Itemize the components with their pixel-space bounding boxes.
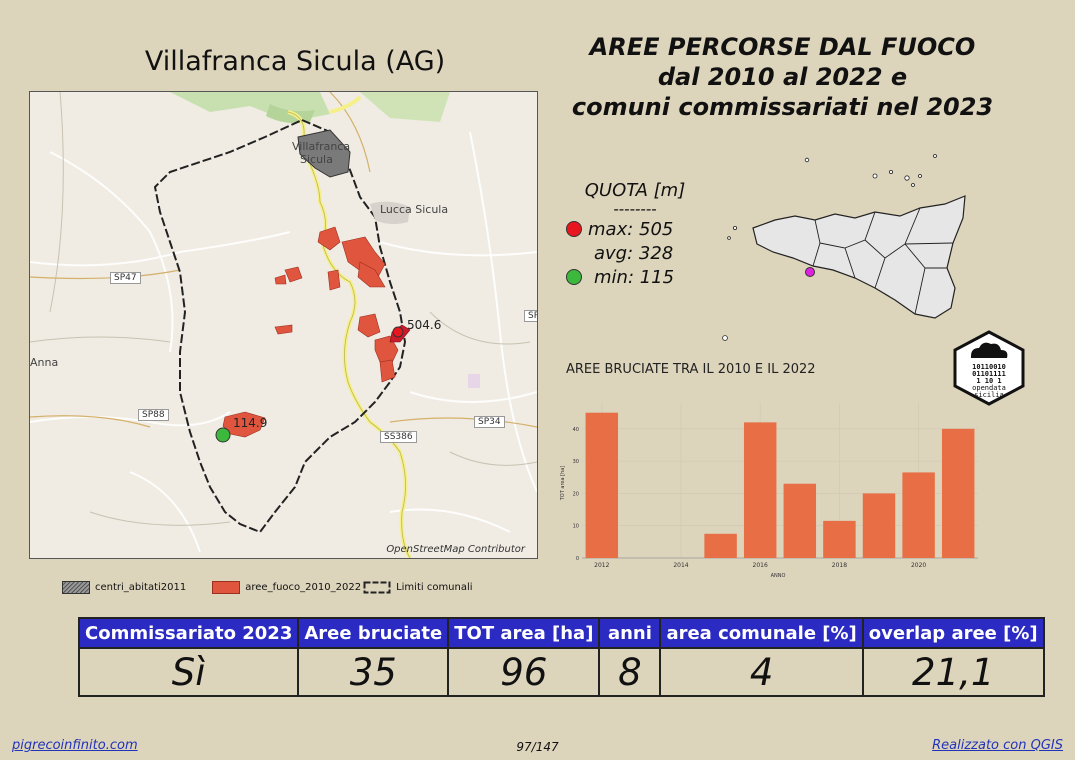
quota-title: QUOTA [m]	[584, 180, 686, 201]
chart-y-tick: 40	[573, 427, 579, 433]
legend-label-centri: centri_abitati2011	[95, 581, 187, 593]
chart-x-ticks: 2012 2014 2016 2018 2020	[594, 562, 926, 569]
chart-bar	[902, 472, 935, 558]
boundary-swatch-icon	[363, 581, 391, 593]
osm-credit: OpenStreetMap Contributor	[386, 544, 525, 555]
quota-min: min: 115	[594, 266, 675, 288]
map-legend: centri_abitati2011 aree_fuoco_2010_2022 …	[62, 578, 499, 596]
logo-line-4: opendata	[972, 384, 1006, 392]
chart-bar	[704, 533, 737, 558]
main-title: AREE PERCORSE DAL FUOCO dal 2010 al 2022…	[560, 32, 1005, 122]
road-tag-sp: SP	[524, 310, 537, 322]
town-label-lucca: Lucca Sicula	[380, 203, 449, 216]
town-label-villafranca: Villafranca Sicula	[292, 140, 351, 166]
logo-line-3: 1 10 1	[976, 377, 1001, 385]
stats-value-row: Sì 35 96 8 4 21,1	[77, 647, 1045, 697]
chart-y-ticks: 0 10 20 30 40	[573, 427, 579, 562]
quota-avg: avg: 328	[594, 242, 674, 264]
legend-label-limiti: Limiti comunali	[396, 581, 473, 593]
chart-y-tick: 20	[573, 491, 579, 497]
legend-item-limiti: Limiti comunali	[363, 581, 473, 594]
hatched-swatch-icon	[62, 580, 90, 594]
header-anni: anni	[598, 617, 662, 649]
min-elevation-label: 114.9	[233, 416, 268, 430]
stats-header-row: Commissariato 2023 Aree bruciate TOT are…	[77, 617, 1045, 649]
quota-min-row: min: 115	[566, 265, 696, 289]
quota-block: QUOTA [m] -------- max: 505 avg: 328 min…	[566, 180, 696, 289]
chart-x-tick: 2020	[911, 562, 926, 569]
chart-x-tick: 2016	[753, 562, 768, 569]
header-commissariato: Commissariato 2023	[77, 617, 300, 649]
chart-x-label: ANNO	[771, 573, 786, 579]
min-dot-icon	[566, 269, 582, 285]
legend-label-fuoco: aree_fuoco_2010_2022	[245, 581, 362, 593]
value-overlap: 21,1	[861, 647, 1045, 697]
road-tag-sp34: SP34	[474, 416, 505, 428]
page-number: 97/147	[516, 740, 559, 754]
road-tag-sp47: SP47	[110, 272, 141, 284]
value-anni: 8	[598, 647, 662, 697]
header-tot-area: TOT area [ha]	[447, 617, 601, 649]
chart-x-tick: 2012	[594, 562, 609, 569]
logo-line-5: sicilia	[974, 391, 1004, 399]
chart-x-tick: 2014	[673, 562, 688, 569]
legend-item-centri: centri_abitati2011	[62, 580, 187, 594]
header-area-comunale: area comunale [%]	[659, 617, 864, 649]
chart-y-label: TOT area [ha]	[560, 466, 566, 502]
max-elevation-label: 504.6	[407, 318, 442, 332]
burned-area-chart: 2012 2014 2016 2018 2020 0 10 20 30 40 ANNO TOT …	[560, 403, 978, 579]
main-title-line-2: dal 2010 al 2022 e	[657, 63, 908, 91]
logo-line-2: 01101111	[972, 370, 1006, 378]
chart-bar	[862, 493, 896, 558]
chart-x-tick: 2018	[832, 562, 847, 569]
chart-bar	[823, 520, 856, 558]
chart-bar	[941, 428, 975, 558]
sicily-overview-map	[722, 154, 966, 341]
opendata-sicilia-logo: 10110010 01101111 1 10 1 opendata sicili…	[953, 330, 1025, 406]
main-title-line-3: comuni commissariati nel 2023	[571, 93, 994, 121]
fire-swatch-icon	[212, 580, 241, 594]
quota-separator: --------	[613, 200, 657, 218]
footer-qgis-link[interactable]: Realizzato con QGIS	[932, 738, 1063, 753]
main-title-line-1: AREE PERCORSE DAL FUOCO	[589, 33, 976, 61]
header-overlap: overlap aree [%]	[861, 617, 1045, 649]
chart-bar	[783, 483, 817, 558]
chart-title: AREE BRUCIATE TRA IL 2010 E IL 2022	[566, 362, 816, 377]
legend-item-fuoco: aree_fuoco_2010_2022	[212, 580, 362, 594]
chart-bars	[585, 412, 975, 558]
value-area-comunale: 4	[659, 647, 864, 697]
value-tot-area: 96	[447, 647, 601, 697]
footer-site-link[interactable]: pigrecoinfinito.com	[12, 738, 138, 753]
chart-y-tick: 0	[576, 556, 579, 562]
value-commissariato: Sì	[77, 647, 300, 697]
place-label-anna: Anna	[30, 356, 59, 369]
chart-y-tick: 10	[573, 524, 579, 530]
road-tag-ss386: SS386	[380, 431, 417, 443]
quota-max: max: 505	[588, 218, 674, 240]
header-aree-bruciate: Aree bruciate	[297, 617, 450, 649]
municipality-map[interactable]: Villafranca Sicula Lucca Sicula Anna SP4…	[29, 91, 538, 559]
value-aree-bruciate: 35	[297, 647, 450, 697]
quota-max-row: max: 505	[566, 217, 696, 241]
chart-y-tick: 30	[573, 459, 579, 465]
stats-table: Commissariato 2023 Aree bruciate TOT are…	[77, 617, 1045, 697]
chart-bar	[743, 422, 777, 558]
max-dot-icon	[566, 221, 582, 237]
quota-avg-row: avg: 328	[566, 241, 696, 265]
logo-line-1: 10110010	[972, 363, 1006, 371]
road-tag-sp88: SP88	[138, 409, 169, 421]
place-title: Villafranca Sicula (AG)	[144, 46, 446, 77]
chart-bar	[585, 412, 619, 558]
